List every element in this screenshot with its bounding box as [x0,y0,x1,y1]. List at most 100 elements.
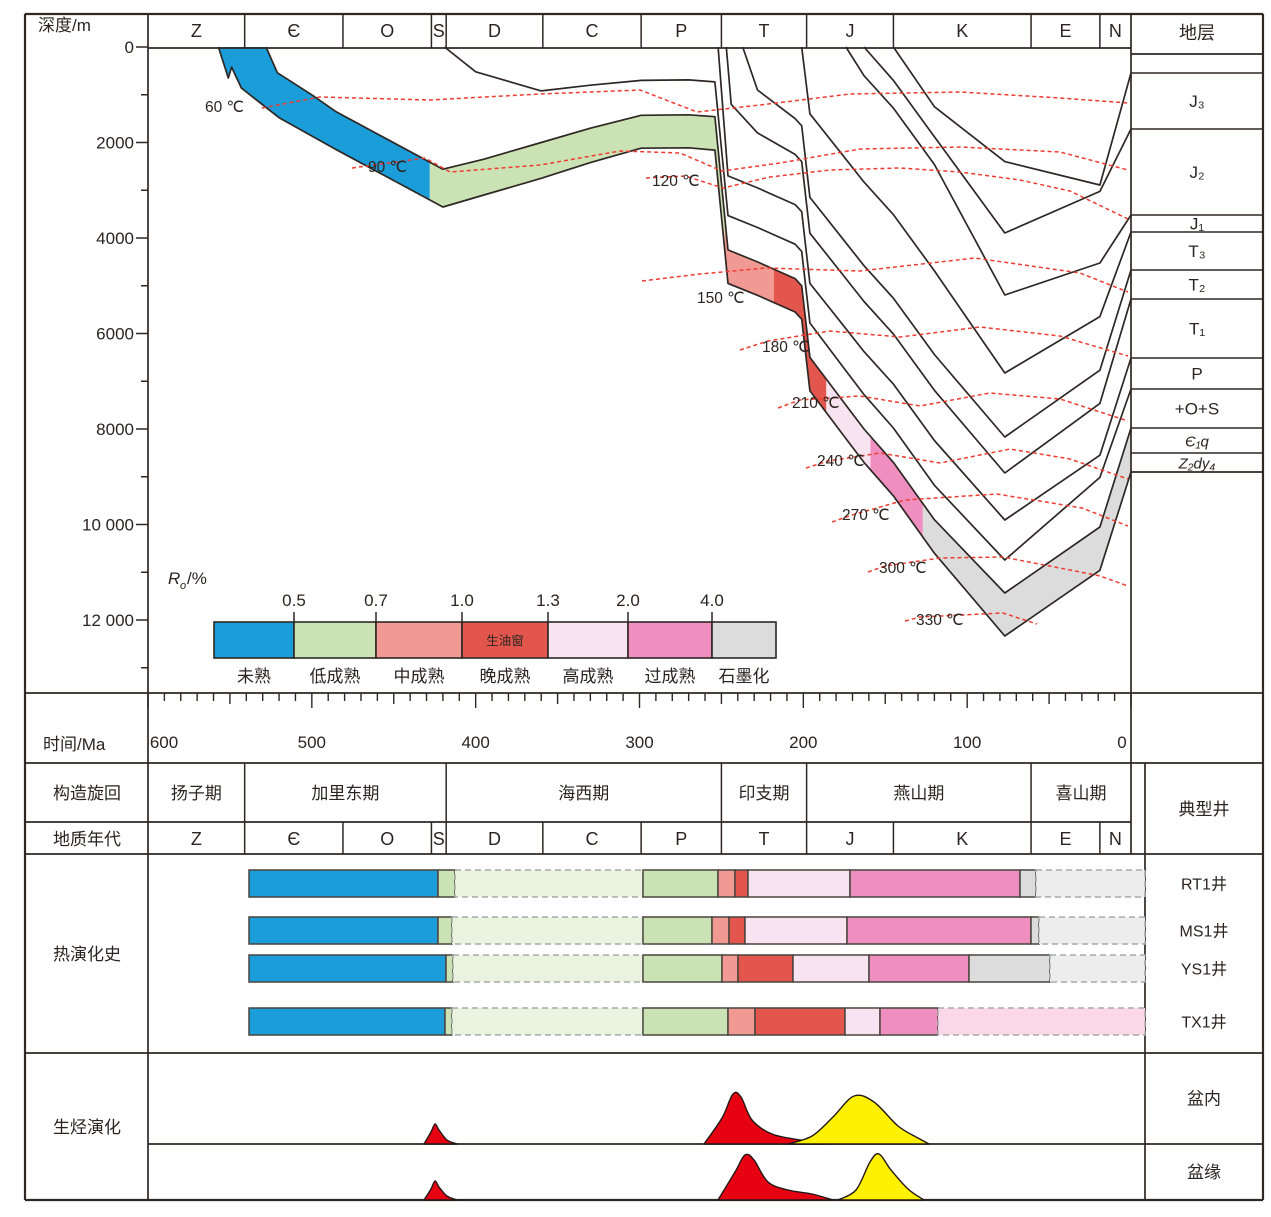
depth-tick-label: 10 000 [82,516,134,535]
isotherm-label-3: 150 ℃ [697,290,745,307]
strata-row-label-5: T₂ [1189,276,1206,295]
period-header-2: O [380,21,394,41]
era-row-label: 地质年代 [53,830,121,849]
era-cell-8: J [846,829,855,849]
strata-row-label-8: +O+S [1175,400,1219,419]
era-cell-3: S [433,829,445,849]
legend-class-label-4: 高成熟 [563,666,614,686]
well-bar-segment-YS1井-7 [868,954,970,983]
tectonic-cell-0: 扬子期 [171,784,222,803]
legend-oil-window: 生油窗 [486,634,524,648]
maturity-band-salmon [724,216,774,303]
isotherm-line-0 [261,89,1129,113]
burial-curve-top-E1q [265,46,1132,594]
well-bar-segment-TX1井-7 [879,1007,939,1036]
well-bar-segment-MS1井-5 [728,916,746,945]
legend-class-label-0: 未熟 [237,666,271,686]
era-cell-5: C [585,829,598,849]
well-bar-segment-YS1井-6 [792,954,870,983]
period-header-5: C [585,21,598,41]
period-header-1: Є [287,21,300,41]
well-bar-segment-YS1井-9 [1049,954,1146,983]
depth-tick-label: 0 [125,38,134,57]
strata-column-title: 地层 [1179,23,1215,43]
maturity-band-magenta [870,436,923,538]
isotherm-label-2: 120 ℃ [652,173,700,190]
time-tick-label: 200 [789,733,817,752]
isotherm-label-0: 60 ℃ [205,99,244,116]
well-bar-segment-MS1井-6 [744,916,848,945]
era-cell-11: N [1109,829,1122,849]
depth-axis-title: 深度/m [38,16,91,35]
burial-curve-top-J1 [845,46,1132,296]
legend-class-label-3: 晚成熟 [480,666,531,686]
well-label-2: YS1井 [1181,961,1227,979]
tectonic-cell-2: 海西期 [558,784,609,803]
well-bar-segment-TX1井-1 [444,1007,453,1036]
strata-row-label-2: J₂ [1189,163,1204,182]
generation-peak-1-1 [717,1153,834,1201]
period-header-10: E [1059,21,1071,41]
legend-box-6 [711,621,777,659]
well-label-0: RT1井 [1181,876,1227,894]
well-bar-segment-RT1井-5 [734,869,749,898]
well-bar-segment-YS1井-5 [737,954,794,983]
depth-tick-label: 8000 [96,420,134,439]
well-bar-segment-MS1井-9 [1038,916,1146,945]
legend-value-2: 1.0 [450,591,474,610]
legend-title-unit: /% [187,569,207,588]
maturity-band-green [429,114,725,251]
legend-value-5: 4.0 [700,591,724,610]
hydrocarbon-row-label: 生烃演化 [53,1118,121,1137]
generation-peak-0-1 [703,1091,829,1145]
time-tick-label: 400 [461,733,489,752]
basin-position-label-0: 盆内 [1187,1090,1221,1109]
burial-curve-base-Z2dy4 [217,46,1132,637]
legend-value-0: 0.5 [282,591,306,610]
era-cell-10: E [1059,829,1071,849]
era-cell-9: K [956,829,968,849]
era-cell-2: O [380,829,394,849]
era-cell-1: Є [287,829,300,849]
depth-tick-label: 12 000 [82,611,134,630]
well-bar-segment-TX1井-6 [844,1007,881,1036]
legend-class-label-1: 低成熟 [310,666,361,686]
isotherm-line-2 [645,167,1129,220]
strata-row-label-4: T₃ [1188,242,1205,261]
well-bar-segment-TX1井-2 [451,1007,644,1036]
legend-box-0 [213,621,295,659]
isotherm-label-5: 210 ℃ [792,395,840,412]
isotherm-label-9: 330 ℃ [916,612,964,629]
isotherm-line-4 [739,326,1129,357]
well-label-3: TX1井 [1181,1014,1226,1032]
legend-title: R [168,569,180,588]
tectonic-row-label: 构造旋回 [53,784,121,803]
generation-peak-1-0 [423,1180,458,1201]
thermal-row-label: 热演化史 [53,945,121,964]
time-tick-label: 100 [953,733,981,752]
legend-class-label-6: 石墨化 [719,667,770,686]
isotherm-label-6: 240 ℃ [817,453,865,470]
burial-curve-top-P [717,46,1132,521]
well-bar-segment-RT1井-8 [1019,869,1037,898]
well-bar-segment-MS1井-0 [248,916,439,945]
time-tick-label: 500 [298,733,326,752]
well-bar-segment-YS1井-8 [968,954,1051,983]
period-header-9: K [956,21,968,41]
legend-value-1: 0.7 [364,591,388,610]
maturity-band-blue [218,47,430,200]
isotherm-line-9 [904,612,1038,625]
well-bar-segment-RT1井-9 [1035,869,1146,898]
era-cell-4: D [488,829,501,849]
isotherm-label-7: 270 ℃ [842,507,890,524]
burial-curve-top-J2 [863,46,1132,234]
basin-position-label-1: 盆缘 [1187,1163,1221,1182]
well-bar-segment-RT1井-3 [642,869,719,898]
isotherm-line-7 [831,493,1129,527]
typical-well-label: 典型井 [1179,800,1230,819]
well-bar-segment-RT1井-1 [437,869,456,898]
period-header-3: S [433,21,445,41]
burial-curve-top-T2 [741,46,1132,438]
time-axis-title: 时间/Ma [43,735,106,754]
